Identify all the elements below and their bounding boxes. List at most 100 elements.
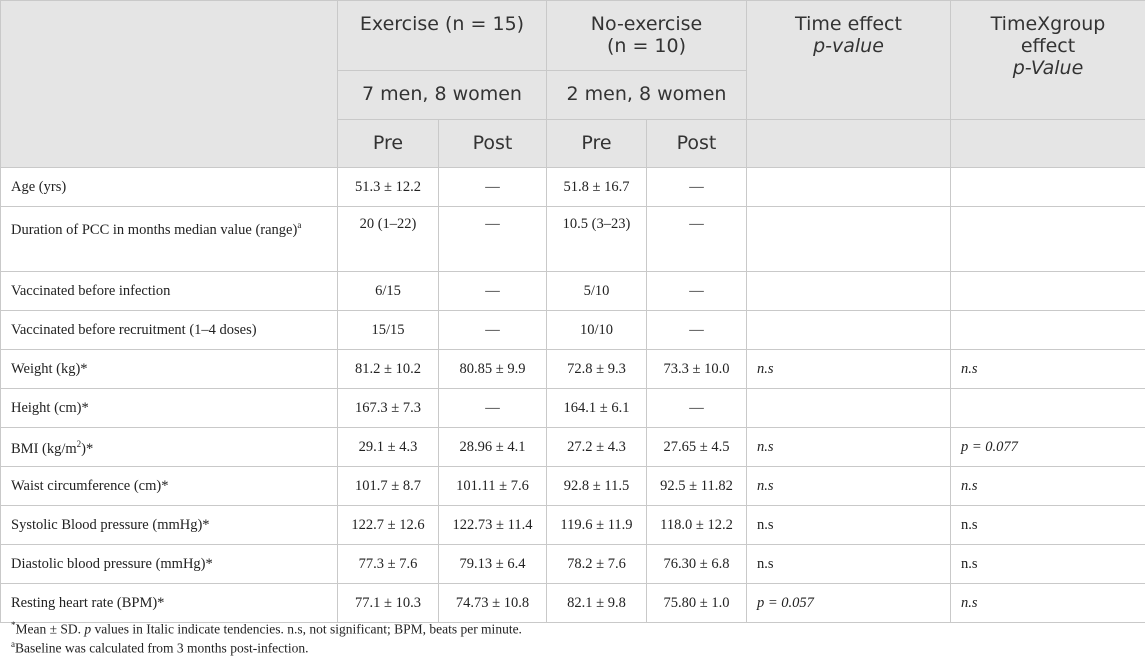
cell-no-pre: 164.1 ± 6.1 bbox=[547, 389, 647, 428]
cell-ex-pre: 77.3 ± 7.6 bbox=[338, 545, 439, 584]
table-row: Duration of PCC in months median value (… bbox=[1, 207, 1145, 272]
cell-no-pre: 72.8 ± 9.3 bbox=[547, 350, 647, 389]
cell-ex-pre: 167.3 ± 7.3 bbox=[338, 389, 439, 428]
table-row: Vaccinated before recruitment (1–4 doses… bbox=[1, 311, 1145, 350]
cell-time-effect bbox=[747, 389, 951, 428]
cell-no-post: — bbox=[647, 272, 747, 311]
cell-time-effect bbox=[747, 311, 951, 350]
table-row: Systolic Blood pressure (mmHg)* 122.7 ± … bbox=[1, 506, 1145, 545]
header-txg-blank bbox=[951, 120, 1145, 168]
header-blank-cell bbox=[1, 1, 338, 168]
cell-no-post: — bbox=[647, 389, 747, 428]
cell-ex-post: — bbox=[439, 168, 547, 207]
header-noexercise: No-exercise(n = 10) bbox=[547, 1, 747, 71]
cell-ex-pre: 51.3 ± 12.2 bbox=[338, 168, 439, 207]
cell-no-post: — bbox=[647, 207, 747, 272]
cell-ex-post: 80.85 ± 9.9 bbox=[439, 350, 547, 389]
cell-no-post: — bbox=[647, 168, 747, 207]
cell-ex-post: 79.13 ± 6.4 bbox=[439, 545, 547, 584]
cell-txg-effect bbox=[951, 389, 1145, 428]
cell-time-effect bbox=[747, 272, 951, 311]
row-label: Resting heart rate (BPM)* bbox=[1, 584, 338, 623]
table-row: Height (cm)* 167.3 ± 7.3 — 164.1 ± 6.1 — bbox=[1, 389, 1145, 428]
cell-time-effect: n.s bbox=[747, 428, 951, 467]
cell-no-pre: 92.8 ± 11.5 bbox=[547, 467, 647, 506]
cell-txg-effect bbox=[951, 207, 1145, 272]
cell-ex-pre: 81.2 ± 10.2 bbox=[338, 350, 439, 389]
header-exercise-sex: 7 men, 8 women bbox=[338, 71, 547, 120]
cell-no-post: 118.0 ± 12.2 bbox=[647, 506, 747, 545]
cell-ex-post: 101.11 ± 7.6 bbox=[439, 467, 547, 506]
header-exercise: Exercise (n = 15) bbox=[338, 1, 547, 71]
cell-txg-effect bbox=[951, 311, 1145, 350]
cell-txg-effect: n.s bbox=[951, 350, 1145, 389]
data-table: Exercise (n = 15) No-exercise(n = 10) Ti… bbox=[0, 0, 1145, 623]
cell-ex-pre: 29.1 ± 4.3 bbox=[338, 428, 439, 467]
cell-time-effect: n.s bbox=[747, 506, 951, 545]
table-row: Weight (kg)* 81.2 ± 10.2 80.85 ± 9.9 72.… bbox=[1, 350, 1145, 389]
cell-no-post: 76.30 ± 6.8 bbox=[647, 545, 747, 584]
cell-ex-pre: 77.1 ± 10.3 bbox=[338, 584, 439, 623]
row-label: Diastolic blood pressure (mmHg)* bbox=[1, 545, 338, 584]
footnote-baseline: aBaseline was calculated from 3 months p… bbox=[11, 639, 309, 657]
row-label: Vaccinated before recruitment (1–4 doses… bbox=[1, 311, 338, 350]
cell-no-pre: 10/10 bbox=[547, 311, 647, 350]
cell-txg-effect: n.s bbox=[951, 467, 1145, 506]
header-time-blank bbox=[747, 120, 951, 168]
cell-ex-pre: 6/15 bbox=[338, 272, 439, 311]
row-label: BMI (kg/m2)* bbox=[1, 428, 338, 467]
cell-no-pre: 10.5 (3–23) bbox=[547, 207, 647, 272]
cell-no-pre: 82.1 ± 9.8 bbox=[547, 584, 647, 623]
cell-no-pre: 27.2 ± 4.3 bbox=[547, 428, 647, 467]
table-row: BMI (kg/m2)* 29.1 ± 4.3 28.96 ± 4.1 27.2… bbox=[1, 428, 1145, 467]
table-row: Waist circumference (cm)* 101.7 ± 8.7 10… bbox=[1, 467, 1145, 506]
cell-no-post: 75.80 ± 1.0 bbox=[647, 584, 747, 623]
header-no-post: Post bbox=[647, 120, 747, 168]
cell-txg-effect bbox=[951, 272, 1145, 311]
row-label: Systolic Blood pressure (mmHg)* bbox=[1, 506, 338, 545]
cell-time-effect: n.s bbox=[747, 467, 951, 506]
cell-ex-pre: 101.7 ± 8.7 bbox=[338, 467, 439, 506]
cell-ex-post: 28.96 ± 4.1 bbox=[439, 428, 547, 467]
table-row: Resting heart rate (BPM)* 77.1 ± 10.3 74… bbox=[1, 584, 1145, 623]
cell-no-post: — bbox=[647, 311, 747, 350]
row-label: Weight (kg)* bbox=[1, 350, 338, 389]
header-noexercise-sex: 2 men, 8 women bbox=[547, 71, 747, 120]
table-row: Age (yrs) 51.3 ± 12.2 — 51.8 ± 16.7 — bbox=[1, 168, 1145, 207]
cell-ex-post: — bbox=[439, 207, 547, 272]
row-label: Height (cm)* bbox=[1, 389, 338, 428]
cell-no-post: 73.3 ± 10.0 bbox=[647, 350, 747, 389]
cell-time-effect bbox=[747, 207, 951, 272]
row-label: Vaccinated before infection bbox=[1, 272, 338, 311]
cell-ex-post: — bbox=[439, 389, 547, 428]
cell-txg-effect: n.s bbox=[951, 545, 1145, 584]
cell-txg-effect: n.s bbox=[951, 506, 1145, 545]
cell-no-pre: 119.6 ± 11.9 bbox=[547, 506, 647, 545]
header-no-pre: Pre bbox=[547, 120, 647, 168]
cell-ex-post: — bbox=[439, 311, 547, 350]
cell-ex-post: 74.73 ± 10.8 bbox=[439, 584, 547, 623]
cell-time-effect: n.s bbox=[747, 545, 951, 584]
row-label: Duration of PCC in months median value (… bbox=[1, 207, 338, 272]
footnote-mean-sd: *Mean ± SD. p values in Italic indicate … bbox=[11, 620, 522, 638]
header-ex-post: Post bbox=[439, 120, 547, 168]
row-label: Waist circumference (cm)* bbox=[1, 467, 338, 506]
cell-ex-pre: 15/15 bbox=[338, 311, 439, 350]
table-row: Vaccinated before infection 6/15 — 5/10 … bbox=[1, 272, 1145, 311]
cell-ex-pre: 122.7 ± 12.6 bbox=[338, 506, 439, 545]
cell-ex-post: 122.73 ± 11.4 bbox=[439, 506, 547, 545]
cell-no-post: 92.5 ± 11.82 bbox=[647, 467, 747, 506]
cell-no-pre: 78.2 ± 7.6 bbox=[547, 545, 647, 584]
row-label: Age (yrs) bbox=[1, 168, 338, 207]
cell-no-pre: 51.8 ± 16.7 bbox=[547, 168, 647, 207]
cell-time-effect: p = 0.057 bbox=[747, 584, 951, 623]
cell-txg-effect: n.s bbox=[951, 584, 1145, 623]
cell-txg-effect bbox=[951, 168, 1145, 207]
table-row: Diastolic blood pressure (mmHg)* 77.3 ± … bbox=[1, 545, 1145, 584]
cell-txg-effect: p = 0.077 bbox=[951, 428, 1145, 467]
header-ex-pre: Pre bbox=[338, 120, 439, 168]
cell-time-effect: n.s bbox=[747, 350, 951, 389]
cell-ex-post: — bbox=[439, 272, 547, 311]
